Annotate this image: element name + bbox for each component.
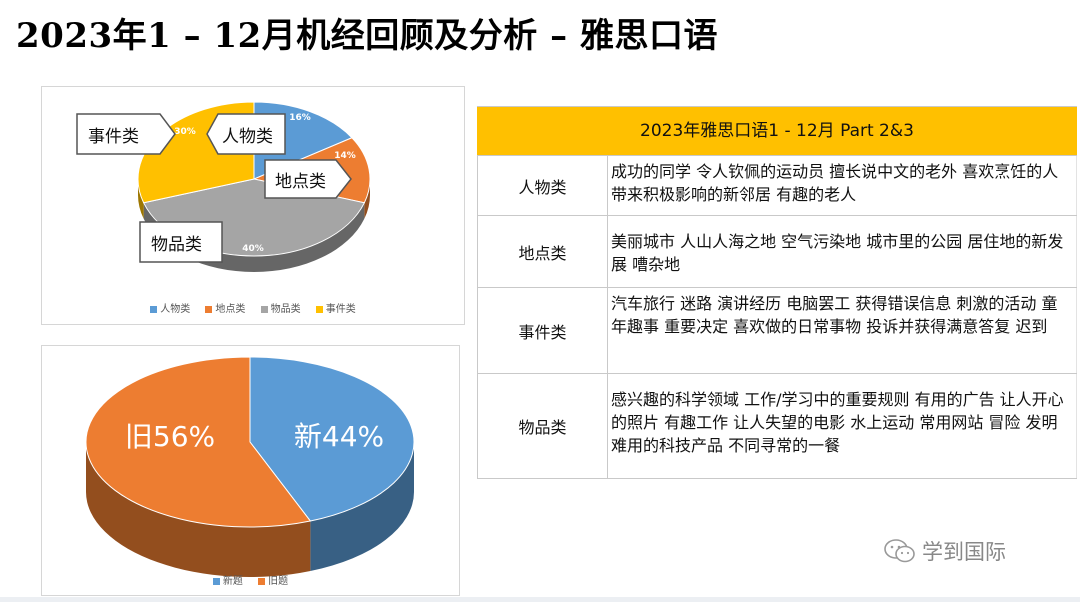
pie-data-label: 30% bbox=[174, 127, 196, 137]
pie-slice bbox=[249, 356, 415, 522]
callout-person: 人物类 bbox=[206, 113, 286, 155]
category-legend: 人物类 地点类 物品类 事件类 bbox=[42, 300, 464, 315]
pie-data-label: 14% bbox=[334, 151, 356, 161]
table-row: 事件类 汽车旅行 迷路 演讲经历 电脑罢工 获得错误信息 刺激的活动 童年趣事 … bbox=[477, 288, 1077, 374]
new-old-pie-svg: 新44% 旧56% bbox=[85, 356, 415, 577]
pie-slice-side bbox=[364, 179, 370, 219]
pie-data-label: 16% bbox=[289, 113, 311, 123]
row-category: 事件类 bbox=[477, 288, 608, 373]
callout-place: 地点类 bbox=[264, 159, 352, 199]
row-topics: 成功的同学 令人钦佩的运动员 擅长说中文的老外 喜欢烹饪的人 带来积极影响的新邻… bbox=[608, 156, 1077, 215]
table-row: 物品类 感兴趣的科学领域 工作/学习中的重要规则 有用的广告 让人开心的照片 有… bbox=[477, 374, 1077, 479]
row-topics: 汽车旅行 迷路 演讲经历 电脑罢工 获得错误信息 刺激的活动 童年趣事 重要决定… bbox=[608, 288, 1077, 373]
pie-slice-side bbox=[86, 442, 311, 577]
pie-slice-side bbox=[310, 442, 414, 572]
pie-data-label: 新44% bbox=[294, 420, 384, 453]
row-category: 人物类 bbox=[477, 156, 608, 215]
watermark: 学到国际 bbox=[884, 536, 1006, 566]
row-category: 物品类 bbox=[477, 374, 608, 478]
row-topics: 美丽城市 人山人海之地 空气污染地 城市里的公园 居住地的新发展 嘈杂地 bbox=[608, 216, 1077, 287]
category-pie-chart: 16% 14% 40% 30% 事件类 人物类 地点类 物品类 人物类 地点类 物品类… bbox=[41, 86, 465, 325]
pie-data-label: 旧56% bbox=[125, 420, 215, 453]
watermark-text: 学到国际 bbox=[922, 540, 1006, 564]
callout-item: 物品类 bbox=[139, 221, 223, 263]
callout-item-label: 物品类 bbox=[151, 235, 202, 255]
row-category: 地点类 bbox=[477, 216, 608, 287]
pie-slice bbox=[85, 356, 312, 528]
pie-data-label: 40% bbox=[242, 244, 264, 254]
callout-place-label: 地点类 bbox=[275, 172, 326, 192]
legend-item: 事件类 bbox=[315, 300, 356, 315]
bottom-strip bbox=[0, 597, 1080, 602]
legend-item: 旧题 bbox=[258, 572, 288, 587]
callout-event-label: 事件类 bbox=[88, 127, 139, 147]
new-old-legend: 新题 旧题 bbox=[42, 572, 459, 587]
wechat-icon bbox=[884, 539, 915, 563]
topics-table: 2023年雅思口语1 - 12月 Part 2&3 人物类 成功的同学 令人钦佩… bbox=[477, 106, 1077, 479]
legend-item: 新题 bbox=[212, 572, 243, 587]
legend-item: 地点类 bbox=[205, 300, 245, 315]
table-row: 人物类 成功的同学 令人钦佩的运动员 擅长说中文的老外 喜欢烹饪的人 带来积极影… bbox=[477, 155, 1077, 216]
pie-slice-side bbox=[138, 179, 144, 219]
table-row: 地点类 美丽城市 人山人海之地 空气污染地 城市里的公园 居住地的新发展 嘈杂地 bbox=[477, 216, 1077, 288]
legend-item: 物品类 bbox=[260, 300, 301, 315]
page-title: 2023年1 – 12月机经回顾及分析 – 雅思口语 bbox=[16, 16, 718, 56]
row-topics: 感兴趣的科学领域 工作/学习中的重要规则 有用的广告 让人开心的照片 有趣工作 … bbox=[608, 374, 1077, 478]
callout-event: 事件类 bbox=[76, 113, 176, 155]
legend-item: 人物类 bbox=[150, 300, 190, 315]
new-old-pie-chart: 新44% 旧56% 新题 旧题 bbox=[41, 345, 460, 596]
callout-person-label: 人物类 bbox=[222, 127, 273, 147]
table-header: 2023年雅思口语1 - 12月 Part 2&3 bbox=[477, 106, 1077, 155]
